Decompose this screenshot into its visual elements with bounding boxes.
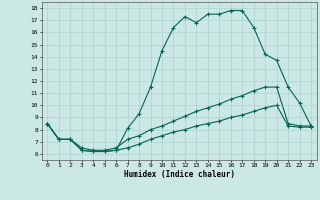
X-axis label: Humidex (Indice chaleur): Humidex (Indice chaleur) (124, 170, 235, 179)
